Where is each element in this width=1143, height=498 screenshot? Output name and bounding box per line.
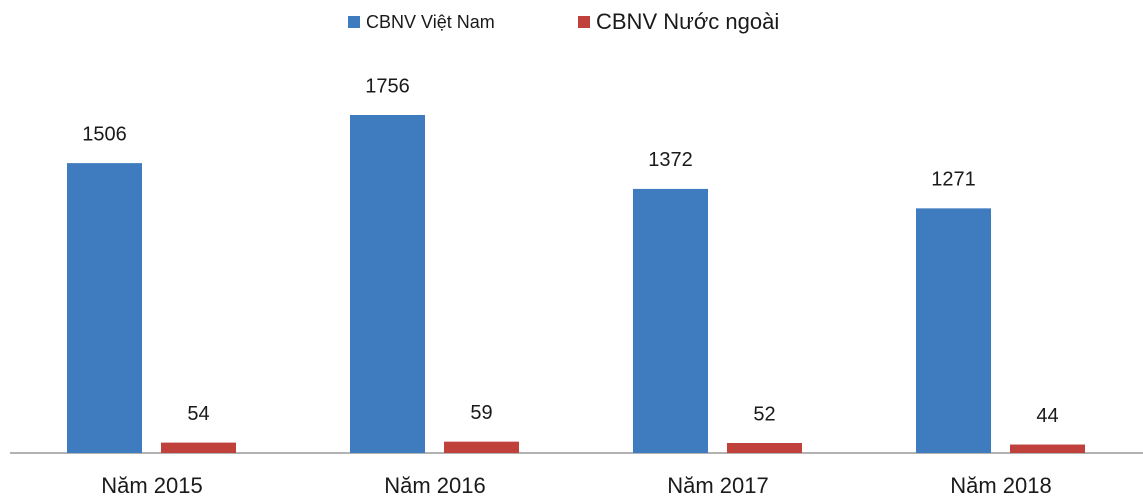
value-label: 1756 bbox=[365, 75, 410, 97]
legend-label: CBNV Việt Nam bbox=[366, 12, 495, 32]
bar bbox=[161, 442, 236, 453]
value-label: 44 bbox=[1036, 405, 1058, 427]
x-tick-label: Năm 2015 bbox=[101, 473, 203, 498]
legend-swatch bbox=[578, 16, 590, 28]
legend-label: CBNV Nước ngoài bbox=[596, 9, 779, 34]
legend-swatch bbox=[348, 16, 360, 28]
bar bbox=[1010, 444, 1085, 453]
x-tick-label: Năm 2017 bbox=[667, 473, 769, 498]
bar bbox=[67, 163, 142, 453]
value-label: 1271 bbox=[931, 169, 976, 191]
x-tick-label: Năm 2018 bbox=[950, 473, 1052, 498]
bar bbox=[727, 442, 802, 453]
value-label: 52 bbox=[753, 403, 775, 425]
bar bbox=[633, 188, 708, 453]
bar bbox=[916, 208, 991, 453]
value-label: 54 bbox=[187, 403, 209, 425]
x-tick-label: Năm 2016 bbox=[384, 473, 486, 498]
value-label: 1372 bbox=[648, 149, 693, 171]
value-label: 1506 bbox=[82, 123, 127, 145]
bar bbox=[350, 115, 425, 453]
value-label: 59 bbox=[470, 402, 492, 424]
bar bbox=[444, 441, 519, 453]
